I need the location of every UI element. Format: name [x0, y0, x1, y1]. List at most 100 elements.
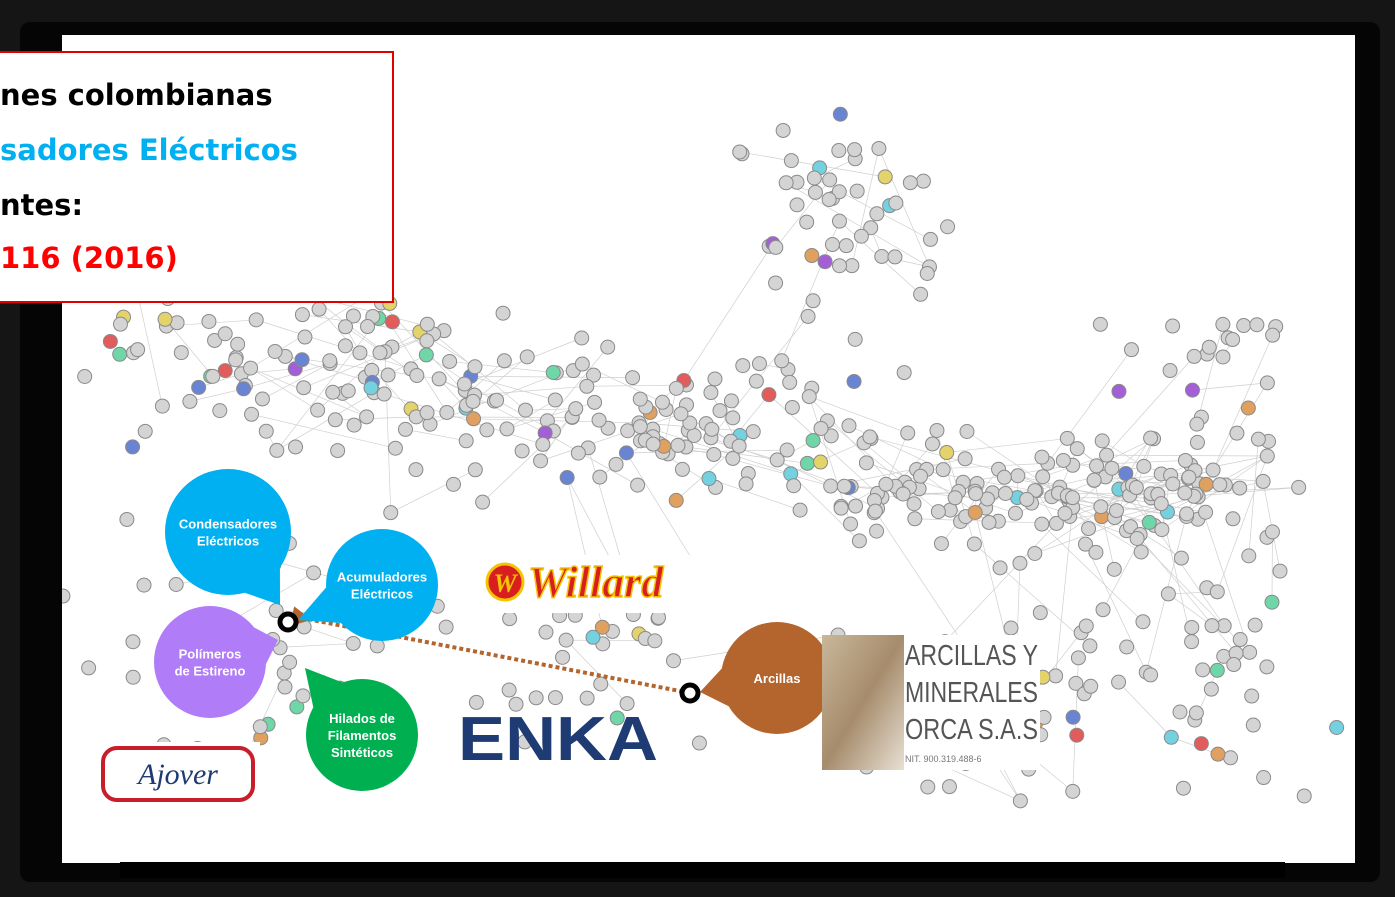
node: [632, 419, 648, 435]
node: [941, 779, 957, 795]
node: [769, 452, 785, 468]
node: [1259, 375, 1275, 391]
node: [799, 455, 815, 471]
logo-circle: [485, 562, 525, 602]
node: [1143, 430, 1159, 446]
edge: [808, 396, 901, 493]
node: [940, 219, 956, 235]
node: [419, 405, 435, 421]
node: [1129, 530, 1145, 546]
node: [535, 436, 551, 452]
node: [1108, 503, 1124, 519]
node: [533, 453, 549, 469]
node: [1163, 729, 1179, 745]
node: [1055, 452, 1071, 468]
node: [1189, 416, 1205, 432]
node: [330, 443, 346, 459]
edge: [946, 438, 1068, 453]
node: [345, 635, 361, 651]
edge: [390, 469, 476, 513]
node: [514, 443, 530, 459]
node: [519, 349, 535, 365]
node: [1215, 316, 1231, 332]
node: [1106, 561, 1122, 577]
node: [387, 440, 403, 456]
node: [258, 423, 274, 439]
node: [495, 305, 511, 321]
node: [1265, 327, 1281, 343]
node: [799, 214, 815, 230]
title-line: 116 (2016): [0, 241, 178, 275]
node: [1065, 490, 1081, 506]
node: [869, 523, 885, 539]
node: [1111, 383, 1127, 399]
edge: [1168, 593, 1213, 626]
node: [1205, 462, 1221, 478]
node: [691, 735, 707, 751]
logo-nit: NIT. 900.319.488-6: [905, 754, 982, 764]
bubble-label: Acumuladores: [337, 570, 427, 585]
logo-line: ARCILLAS Y: [905, 640, 1038, 672]
logo-line: MINERALES: [905, 677, 1038, 709]
node: [1245, 717, 1261, 733]
edge: [683, 243, 774, 381]
node: [559, 470, 575, 486]
node: [682, 415, 698, 431]
node: [248, 312, 264, 328]
node: [1081, 521, 1097, 537]
node: [277, 679, 293, 695]
node: [805, 293, 821, 309]
node: [1225, 511, 1241, 527]
logo-willard: W Willard: [477, 555, 730, 613]
node: [1232, 480, 1248, 496]
node: [1223, 750, 1239, 766]
node: [832, 258, 848, 274]
node: [327, 412, 343, 428]
node: [568, 401, 584, 417]
bubble-label: Polímeros: [179, 647, 242, 662]
node: [1048, 515, 1064, 531]
node: [1173, 550, 1189, 566]
node: [467, 359, 483, 375]
node: [874, 248, 890, 264]
node: [112, 346, 128, 362]
node: [1179, 506, 1195, 522]
node: [547, 392, 563, 408]
node: [306, 565, 322, 581]
edge: [1034, 487, 1137, 554]
node: [1172, 704, 1188, 720]
node: [1177, 452, 1193, 468]
node: [191, 379, 207, 395]
node: [547, 690, 563, 706]
edge: [739, 151, 886, 178]
node: [62, 588, 71, 604]
edge: [1196, 324, 1224, 425]
node: [466, 411, 482, 427]
node: [1209, 584, 1225, 600]
edge: [1017, 475, 1163, 530]
node: [823, 428, 839, 444]
edge: [1026, 499, 1138, 539]
logo-photo: [822, 635, 904, 770]
node: [1065, 783, 1081, 799]
node: [723, 393, 739, 409]
bubble-label: Arcillas: [754, 671, 801, 686]
node: [1259, 659, 1275, 675]
node: [383, 505, 399, 521]
node: [619, 696, 635, 712]
edge: [547, 346, 608, 422]
node: [594, 619, 610, 635]
node: [294, 307, 310, 323]
node: [600, 339, 616, 355]
node: [442, 353, 458, 369]
node: [1198, 504, 1214, 520]
node: [397, 421, 413, 437]
edge: [540, 413, 682, 462]
node: [731, 438, 747, 454]
node: [217, 326, 233, 342]
node: [666, 653, 682, 669]
node: [706, 446, 722, 462]
node: [587, 394, 603, 410]
bubble: [306, 679, 418, 791]
